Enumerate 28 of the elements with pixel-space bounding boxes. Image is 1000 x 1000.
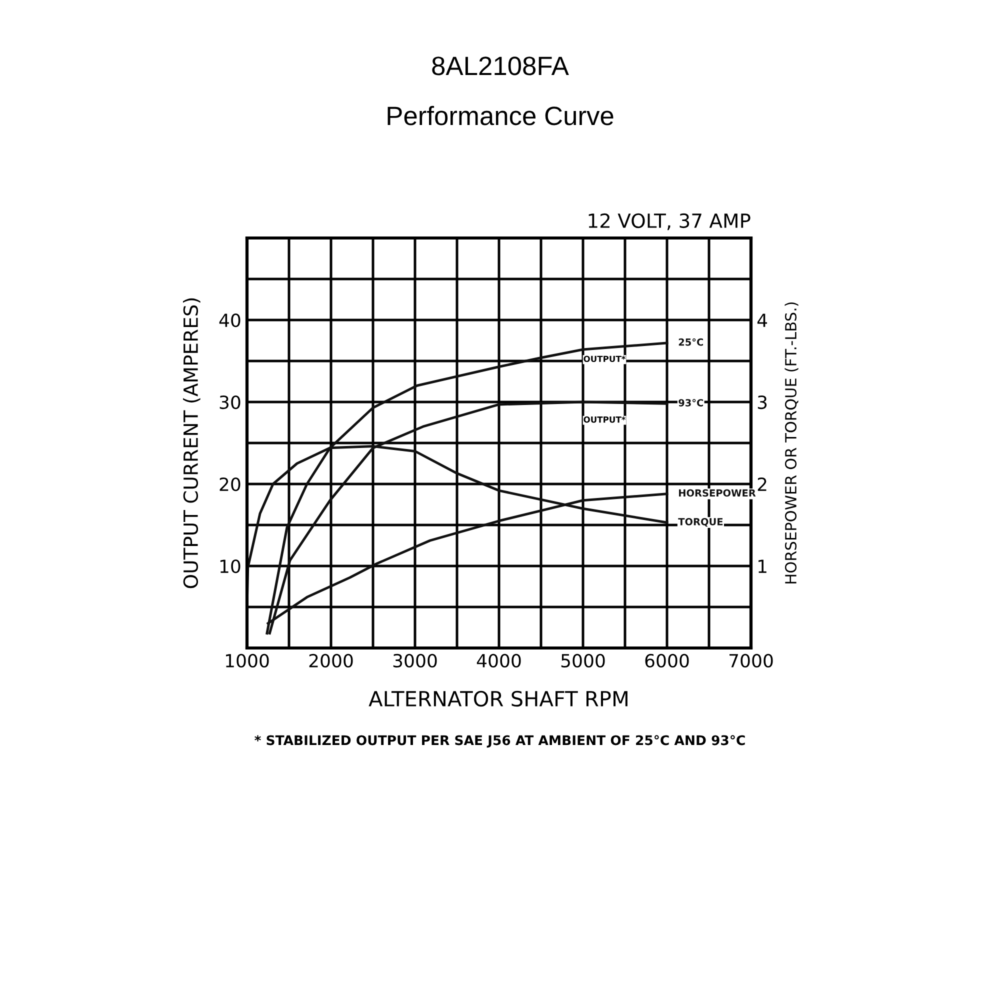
text: * STABILIZED OUTPUT PER SAE J56 AT AMBIENT OF 25°C AND 93°C <box>254 735 745 748</box>
y2-axis-title: HORSEPOWER OR TORQUE (FT.-LBS.) <box>784 302 798 584</box>
y2-tick-label: 3 <box>758 395 767 410</box>
annotation: OUTPUT* <box>584 356 626 362</box>
series-label: 93°C <box>678 399 704 406</box>
x-tick-label: 4000 <box>476 654 521 668</box>
chart-title: 8AL2108FA <box>432 56 569 76</box>
x-tick-label: 2000 <box>309 654 353 668</box>
x-axis-title: ALTERNATOR SHAFT RPM <box>368 690 628 707</box>
annotation: OUTPUT* <box>584 416 626 423</box>
text: 12 VOLT, 37 AMP <box>588 213 750 230</box>
x-tick-label: 3000 <box>393 654 437 668</box>
x-tick-label: 5000 <box>561 654 605 668</box>
series-label: TORQUE <box>678 518 723 527</box>
y2-tick-label: 1 <box>758 560 766 573</box>
series-label: HORSEPOWER <box>679 489 756 497</box>
y-tick-label: 20 <box>220 477 240 492</box>
x-tick-label: 6000 <box>645 654 689 668</box>
y-tick-label: 10 <box>220 559 240 574</box>
y2-tick-label: 4 <box>757 314 768 327</box>
y-tick-label: 30 <box>220 395 240 410</box>
y2-tick-label: 2 <box>758 477 766 491</box>
x-tick-label: 1000 <box>226 654 269 668</box>
x-tick-label: 7000 <box>730 654 773 668</box>
chart-subtitle: Performance Curve <box>388 106 614 126</box>
y-axis-title: OUTPUT CURRENT (AMPERES) <box>183 298 200 588</box>
y-tick-label: 40 <box>219 313 240 328</box>
series-label: 25°C <box>678 338 704 346</box>
